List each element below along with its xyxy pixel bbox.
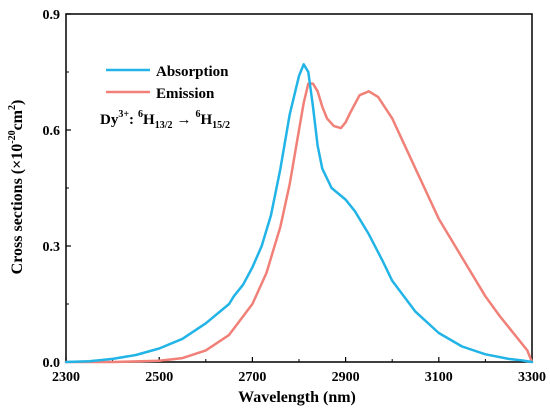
transition-annotation: Dy3+: 6H13/2 → 6H15/2 bbox=[100, 109, 230, 131]
legend-emission-label: Emission bbox=[156, 86, 215, 102]
y-tick-label: 0.6 bbox=[43, 124, 61, 139]
legend: Absorption Emission bbox=[106, 64, 229, 102]
y-tick-label: 0.3 bbox=[43, 240, 61, 255]
y-tick-label: 0.0 bbox=[43, 356, 61, 371]
plot-border bbox=[65, 13, 533, 363]
y-axis-title: Cross sections (×10-20cm2) bbox=[7, 100, 26, 275]
y-tick-label: 0.9 bbox=[43, 8, 61, 23]
x-axis-title: Wavelength (nm) bbox=[238, 389, 356, 406]
x-tick-label: 3300 bbox=[518, 370, 546, 385]
plot-frame bbox=[65, 13, 533, 363]
x-tick-label: 3100 bbox=[425, 370, 453, 385]
x-tick-label: 2900 bbox=[332, 370, 360, 385]
series-line-absorption bbox=[64, 63, 534, 364]
x-tick-label: 2300 bbox=[52, 370, 80, 385]
series-layer bbox=[64, 63, 534, 364]
x-tick-label: 2700 bbox=[238, 370, 266, 385]
legend-absorption-label: Absorption bbox=[156, 64, 229, 80]
series-line-emission bbox=[64, 82, 534, 364]
axis-ticks: 2300 2500 2700 2900 3100 3300 0.0 0.3 0.6 0.9 bbox=[43, 8, 547, 385]
x-tick-label: 2500 bbox=[145, 370, 173, 385]
